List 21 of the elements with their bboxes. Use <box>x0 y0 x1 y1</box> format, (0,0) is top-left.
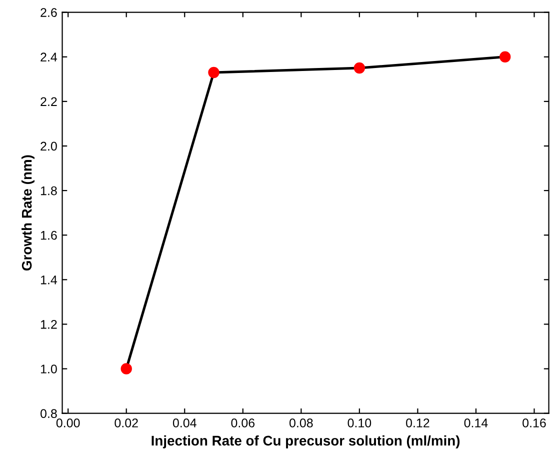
x-tick-label: 0.14 <box>464 418 488 428</box>
y-tick-label: 2.0 <box>40 142 57 151</box>
x-tick-label: 0.16 <box>522 418 546 428</box>
x-axis-title: Injection Rate of Cu precusor solution (ml/min) <box>152 435 460 448</box>
y-tick-label: 0.8 <box>40 409 57 418</box>
x-tick-label: 0.04 <box>172 418 196 428</box>
y-tick-label: 1.4 <box>40 276 58 284</box>
y-tick-label: 2.4 <box>40 52 58 62</box>
y-tick-label: 1.8 <box>40 186 57 196</box>
y-tick-label: 1.6 <box>40 230 57 240</box>
x-tick-label: 0.10 <box>348 418 372 428</box>
y-tick-label: 2.2 <box>40 97 57 106</box>
y-tick-label: 2.6 <box>40 8 57 17</box>
x-tick-label: 0.06 <box>231 418 255 428</box>
x-tick-label: 0.00 <box>56 418 80 428</box>
y-tick-label: 1.2 <box>40 320 57 329</box>
x-tick-label: 0.02 <box>114 418 138 428</box>
y-axis-title: Growth Rate (nm) <box>22 155 34 271</box>
x-tick-label: 0.12 <box>406 418 430 428</box>
y-tick-label: 1.0 <box>40 364 57 374</box>
x-tick-label: 0.08 <box>289 418 313 428</box>
